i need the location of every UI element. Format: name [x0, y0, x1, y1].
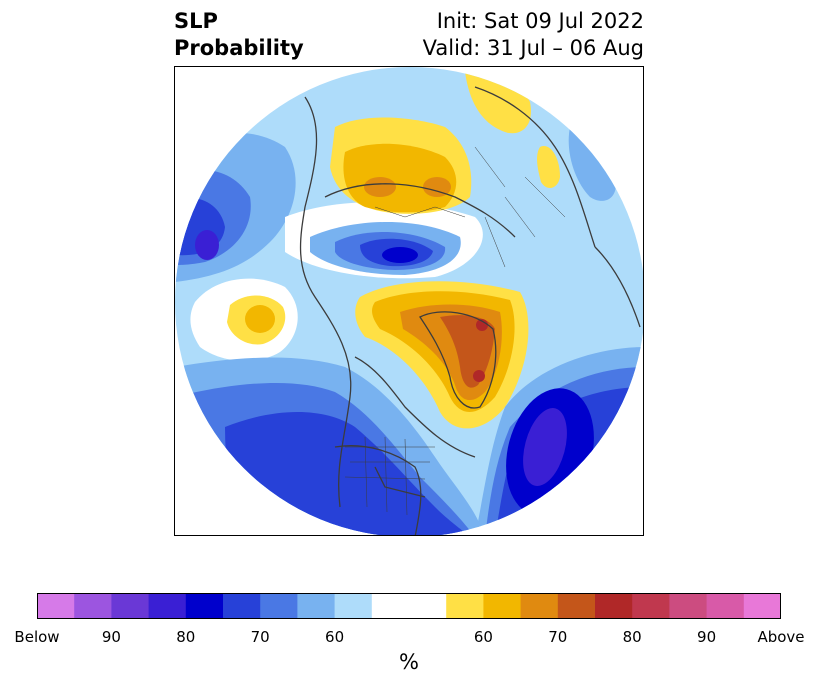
colorbar-bin: [148, 593, 187, 619]
colorbar-tick-label: 70: [548, 628, 568, 646]
colorbar-bin: [334, 593, 373, 619]
colorbar-bin: [520, 593, 559, 619]
greenland-above-80-a: [476, 319, 488, 331]
colorbar-tick-label: 80: [176, 628, 196, 646]
polar-map: [174, 66, 644, 536]
pacific-above-65: [245, 305, 275, 333]
colorbar-bin: [706, 593, 745, 619]
colorbar-bin: [74, 593, 112, 619]
colorbar-bin: [743, 593, 781, 619]
colorbar-bin: [111, 593, 150, 619]
colorbar-tick-label: 90: [697, 628, 717, 646]
colorbar-bin: [223, 593, 261, 619]
colorbar: [37, 593, 781, 619]
colorbar-bin: [483, 593, 522, 619]
colorbar-tick-label: 80: [622, 628, 642, 646]
colorbar-tick-label: Below: [14, 628, 60, 646]
colorbar-tick-label: Above: [757, 628, 805, 646]
borders: [344, 146, 566, 516]
eurasia-above-70-b: [423, 177, 451, 197]
colorbar-bin: [557, 593, 596, 619]
eurasia-above-70-a: [364, 177, 396, 197]
colorbar-bin: [632, 593, 670, 619]
colorbar-bin: [446, 593, 484, 619]
title-line-2: Probability: [174, 36, 304, 60]
atlantic-below-85: [523, 408, 567, 486]
title-line-1: SLP: [174, 9, 218, 33]
colorbar-tick-label: 60: [473, 628, 493, 646]
colorbar-unit: %: [399, 650, 419, 674]
colorbar-bin: [669, 593, 708, 619]
colorbar-tick-label: 90: [101, 628, 121, 646]
colorbar-bin: [297, 593, 336, 619]
colorbar-bin: [595, 593, 633, 619]
colorbar-tick-label: 70: [250, 628, 270, 646]
coastlines: [299, 86, 641, 535]
europe-below-65: [568, 126, 616, 201]
probability-map-svg: [175, 67, 643, 535]
greenland-above-75: [440, 315, 495, 388]
east-asia-above-60: [537, 146, 560, 189]
greenland-above-80-b: [473, 370, 485, 382]
colorbar-bin: [185, 593, 224, 619]
west-below-85: [195, 230, 219, 260]
colorbar-bin: [371, 593, 447, 619]
forecast-info: Init: Sat 09 Jul 2022 Valid: 31 Jul – 06…: [423, 8, 644, 62]
map-title: SLP Probability: [174, 8, 304, 62]
colorbar-border: [37, 593, 781, 619]
colorbar-tick-label: 60: [325, 628, 345, 646]
valid-range: Valid: 31 Jul – 06 Aug: [422, 36, 644, 60]
colorbar-bin: [260, 593, 298, 619]
arctic-below-80: [382, 247, 418, 263]
init-date: Init: Sat 09 Jul 2022: [436, 9, 644, 33]
colorbar-bin: [37, 593, 75, 619]
